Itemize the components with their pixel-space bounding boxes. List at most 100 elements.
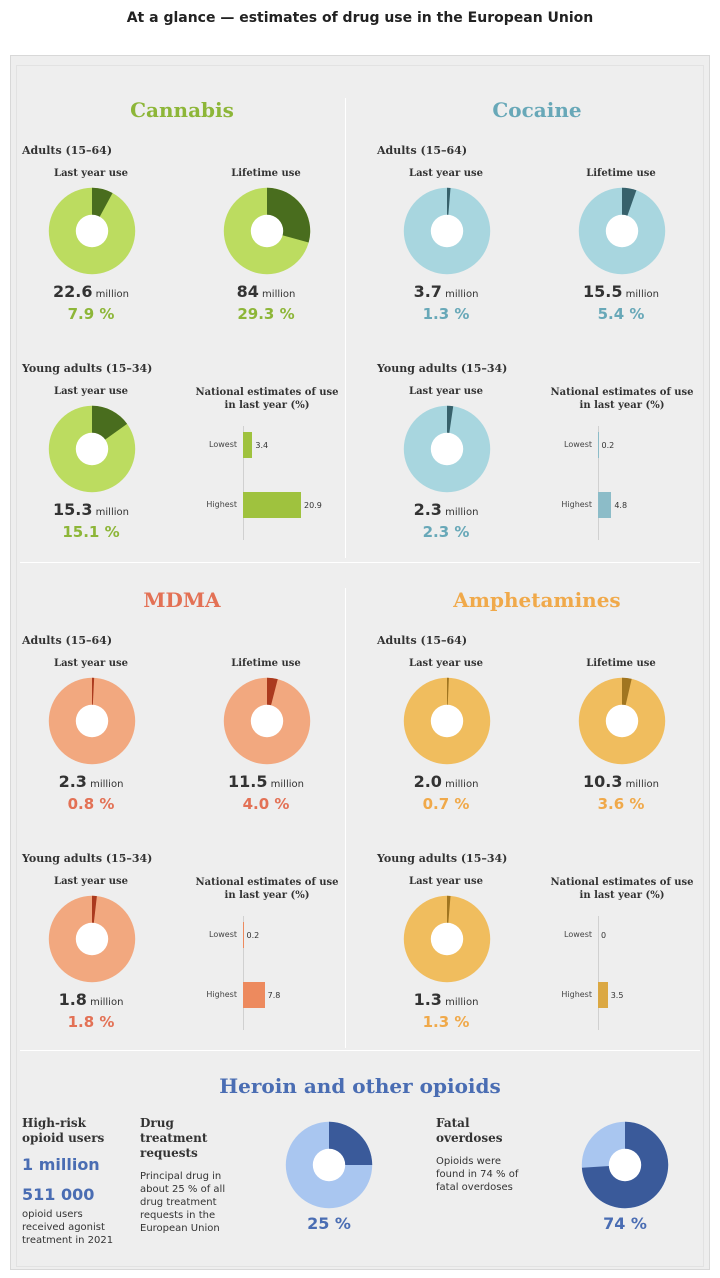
percent-value: 7.9 % (67, 305, 115, 323)
treatment-heading-line: Drug (140, 1116, 174, 1130)
count-number: 2.3 (58, 772, 87, 791)
count-number: 10.3 (583, 772, 623, 791)
donut-hole (75, 432, 109, 466)
count-unit: million (258, 289, 296, 300)
count-unit: million (441, 997, 479, 1008)
high-risk-heading-line: opioid users (22, 1131, 105, 1145)
percent-value: 0.7 % (422, 795, 470, 813)
bar-category-label: Highest (206, 500, 237, 509)
fatal-text: Opioids were found in 74 % of fatal over… (436, 1155, 518, 1194)
bar-value-label: 0.2 (246, 931, 260, 940)
bar-category-label: Lowest (564, 440, 592, 449)
count-value: 84 million (196, 282, 336, 301)
bar-value-label: 3.4 (255, 441, 269, 450)
donut-caption: Last year use (54, 168, 128, 179)
bar-axis (598, 916, 599, 1030)
page-title: At a glance — estimates of drug use in t… (126, 10, 594, 26)
donut-caption: Lifetime use (231, 658, 301, 669)
donut-caption: Lifetime use (586, 658, 656, 669)
donut-hole (75, 214, 109, 248)
treatment-text-line: drug treatment (140, 1197, 217, 1208)
bar-value-label: 4.8 (614, 501, 628, 510)
young-label: Young adults (15–34) (377, 362, 508, 375)
treatment-text-line: Principal drug in (140, 1171, 222, 1182)
agonist-treatment-text: opioid users received agonist treatment … (22, 1208, 113, 1247)
treatment-heading: Drug treatment requests (140, 1116, 207, 1161)
bar-highest (243, 492, 301, 518)
count-value: 2.3 million (21, 772, 161, 791)
donut-caption: Last year use (54, 876, 128, 887)
bar-value-label: 0 (601, 931, 607, 940)
donut-chart-amph (403, 895, 491, 983)
percent-value: 2.3 % (422, 523, 470, 541)
count-number: 2.0 (413, 772, 442, 791)
percent-value: 15.1 % (62, 523, 120, 541)
bar-value-label: 0.2 (601, 441, 615, 450)
bar-value-label: 3.5 (610, 991, 624, 1000)
donut-caption: Last year use (409, 658, 483, 669)
treatment-text-line: requests in the (140, 1210, 216, 1221)
donut-chart-mdma (48, 895, 136, 983)
row-divider (20, 562, 700, 563)
donut-chart-mdma (223, 677, 311, 765)
bar-lowest (598, 432, 599, 458)
count-value: 15.5 million (551, 282, 691, 301)
donut-chart-amph (578, 677, 666, 765)
donut-hole (430, 432, 464, 466)
percent-value: 1.8 % (67, 1013, 115, 1031)
count-unit: million (441, 779, 479, 790)
national-estimates-caption: National estimates of use in last year (%… (547, 386, 697, 412)
count-number: 84 (236, 282, 259, 301)
count-value: 2.3 million (376, 500, 516, 519)
count-unit: million (622, 289, 659, 300)
percent-value: 74 % (603, 1214, 647, 1233)
count-value: 11.5 million (196, 772, 336, 791)
donut-caption: Last year use (54, 386, 128, 397)
percent-value: 1.3 % (422, 1013, 470, 1031)
count-value: 2.0 million (376, 772, 516, 791)
count-value: 22.6 million (21, 282, 161, 301)
column-divider (345, 98, 346, 558)
column-divider (345, 588, 346, 1048)
donut-chart-amph (403, 677, 491, 765)
donut-hole (430, 214, 464, 248)
fatal-heading-line: Fatal (436, 1116, 470, 1130)
bar-lowest (243, 922, 244, 948)
count-number: 1.8 (58, 990, 87, 1009)
young-label: Young adults (15–34) (22, 852, 153, 865)
percent-value: 3.6 % (597, 795, 645, 813)
count-unit: million (92, 507, 129, 518)
donut-chart-opioids (581, 1121, 669, 1209)
adults-label: Adults (15–64) (22, 634, 113, 647)
drug-title-cocaine: Cocaine (492, 98, 582, 122)
young-label: Young adults (15–34) (377, 852, 508, 865)
count-number: 1.3 (413, 990, 442, 1009)
count-number: 15.5 (583, 282, 623, 301)
national-caption-line: in last year (%) (579, 400, 665, 411)
national-caption-line: National estimates of use (195, 387, 339, 398)
fatal-text-line: Opioids were (436, 1156, 502, 1167)
drug-title-mdma: MDMA (143, 588, 221, 612)
bar-highest (598, 982, 608, 1008)
high-risk-heading: High-risk opioid users (22, 1116, 104, 1146)
high-risk-heading-line: High-risk (22, 1116, 86, 1130)
count-value: 1.3 million (376, 990, 516, 1009)
donut-hole (605, 704, 639, 738)
donut-caption: Last year use (409, 168, 483, 179)
national-caption-line: in last year (%) (579, 890, 665, 901)
bar-axis (243, 916, 244, 1030)
young-label: Young adults (15–34) (22, 362, 153, 375)
donut-chart-mdma (48, 677, 136, 765)
agonist-text-line: treatment in 2021 (22, 1235, 114, 1246)
count-number: 3.7 (413, 282, 442, 301)
donut-caption: Last year use (409, 876, 483, 887)
national-caption-line: National estimates of use (550, 877, 694, 888)
count-value: 3.7 million (376, 282, 516, 301)
bar-highest (243, 982, 265, 1008)
donut-hole (75, 922, 109, 956)
bar-category-label: Lowest (209, 440, 237, 449)
count-unit: million (92, 289, 129, 300)
donut-hole (605, 214, 639, 248)
bar-category-label: Highest (206, 990, 237, 999)
donut-chart-cannabis (48, 187, 136, 275)
